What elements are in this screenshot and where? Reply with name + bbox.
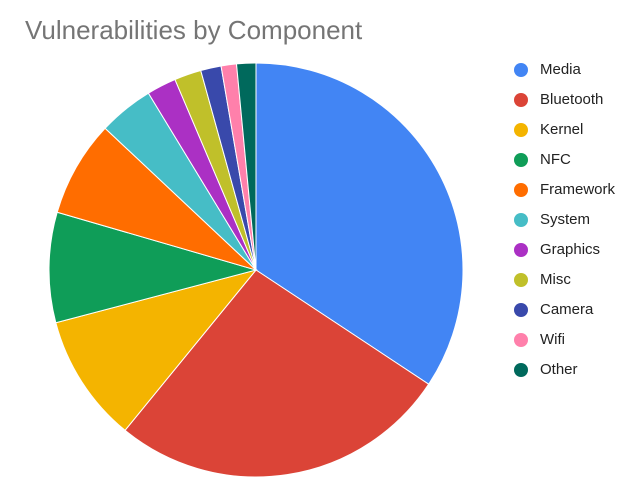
legend-swatch: [514, 213, 528, 227]
legend-label: Bluetooth: [540, 91, 603, 108]
legend-label: Wifi: [540, 331, 565, 348]
pie-slice: [235, 62, 257, 271]
legend-label: Camera: [540, 301, 594, 318]
legend-label: Graphics: [540, 241, 600, 258]
pie-slice: [48, 211, 258, 324]
pie-slice: [56, 127, 257, 271]
legend-label: Kernel: [540, 121, 583, 138]
legend-swatch: [514, 123, 528, 137]
legend-swatch: [514, 183, 528, 197]
legend-swatch: [514, 333, 528, 347]
legend-swatch: [514, 303, 528, 317]
legend-swatch: [514, 63, 528, 77]
legend-label: Media: [540, 61, 582, 78]
legend-swatch: [514, 153, 528, 167]
chart-title: Vulnerabilities by Component: [25, 15, 363, 45]
legend-label: Other: [540, 361, 578, 378]
pie-slice: [124, 269, 430, 478]
legend-label: System: [540, 211, 590, 228]
legend-swatch: [514, 363, 528, 377]
legend-label: Framework: [540, 181, 616, 198]
legend-swatch: [514, 93, 528, 107]
pie-slice: [55, 269, 258, 432]
legend-label: NFC: [540, 151, 571, 168]
legend-swatch: [514, 243, 528, 257]
legend-label: Misc: [540, 271, 571, 288]
legend-swatch: [514, 273, 528, 287]
